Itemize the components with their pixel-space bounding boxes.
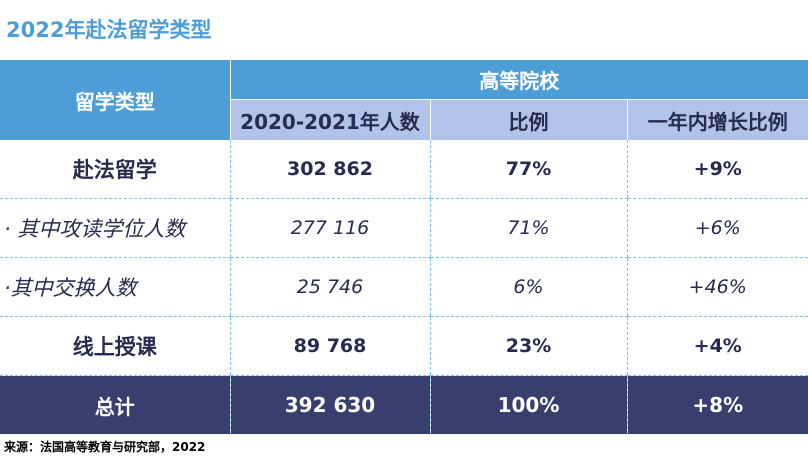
row-growth: +4% [626,316,808,376]
total-row: 总计 392 630 100% +8% [0,375,808,434]
table-row: 赴法留学 302 862 77% +9% [0,140,808,199]
row-label: 线上授课 [0,316,230,376]
count-column-header: 2020-2021年人数 [229,99,430,140]
group-header: 高等院校 [230,60,808,100]
row-label: · 其中攻读学位人数 [0,198,230,258]
row-count: 25 746 [229,257,430,317]
total-share: 100% [429,375,627,434]
row-share: 71% [429,198,627,258]
row-count: 302 862 [229,140,430,199]
total-label: 总计 [0,375,230,434]
table-row: ·其中交换人数 25 746 6% +46% [0,257,808,317]
table-row: 线上授课 89 768 23% +4% [0,316,808,376]
row-label: 赴法留学 [0,140,230,199]
figure-title: 2022年赴法留学类型 [6,18,212,42]
row-count: 277 116 [229,198,430,258]
type-column-header: 留学类型 [0,60,231,140]
total-count: 392 630 [229,375,430,434]
source-note: 来源：法国高等教育与研究部，2022 [4,440,206,454]
row-growth: +9% [626,140,808,199]
table-row: · 其中攻读学位人数 277 116 71% +6% [0,198,808,258]
row-share: 6% [429,257,627,317]
study-abroad-table: 留学类型 高等院校 2020-2021年人数 比例 一年内增长比例 赴法留学 3… [0,60,808,434]
row-growth: +6% [626,198,808,258]
row-share: 77% [429,140,627,199]
total-growth: +8% [626,375,808,434]
row-growth: +46% [626,257,808,317]
row-count: 89 768 [229,316,430,376]
row-share: 23% [429,316,627,376]
header-row-sub: 2020-2021年人数 比例 一年内增长比例 [0,99,808,140]
header-row-top: 留学类型 高等院校 [0,60,808,140]
row-label: ·其中交换人数 [0,257,230,317]
growth-column-header: 一年内增长比例 [626,99,808,140]
share-column-header: 比例 [429,99,627,140]
